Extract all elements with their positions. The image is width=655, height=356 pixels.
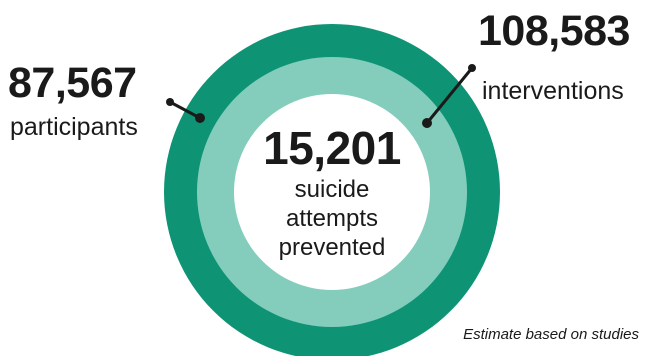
center-label-line: attempts [285,205,379,232]
inner-circle [234,94,430,290]
participants-label: participants [10,113,138,141]
interventions-callout-end-dot [422,118,432,128]
interventions-label: interventions [482,77,624,105]
participants-value: 87,567 [8,59,137,107]
participants-callout-end-dot [195,113,205,123]
interventions-callout-start-dot [468,64,476,72]
center-value: 15,201 [263,122,401,174]
participants-callout-line [169,100,201,120]
center-stat: 15,201 suicide attempts prevented [232,125,432,262]
interventions-value: 108,583 [478,7,630,55]
interventions-callout-line [425,67,474,124]
center-label-line: suicide [294,176,370,203]
center-label-line: prevented [278,234,386,261]
participants-callout-start-dot [166,98,174,106]
footnote: Estimate based on studies [463,326,639,343]
